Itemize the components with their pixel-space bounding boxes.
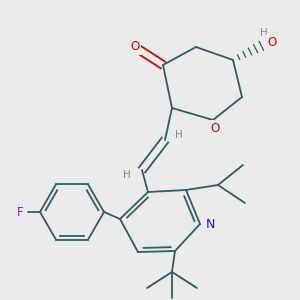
Text: O: O — [267, 35, 277, 49]
Text: H: H — [175, 130, 183, 140]
Text: H: H — [260, 28, 268, 38]
Text: N: N — [205, 218, 215, 230]
Text: F: F — [17, 206, 23, 218]
Text: H: H — [123, 170, 131, 180]
Text: O: O — [130, 40, 140, 53]
Text: O: O — [210, 122, 220, 134]
